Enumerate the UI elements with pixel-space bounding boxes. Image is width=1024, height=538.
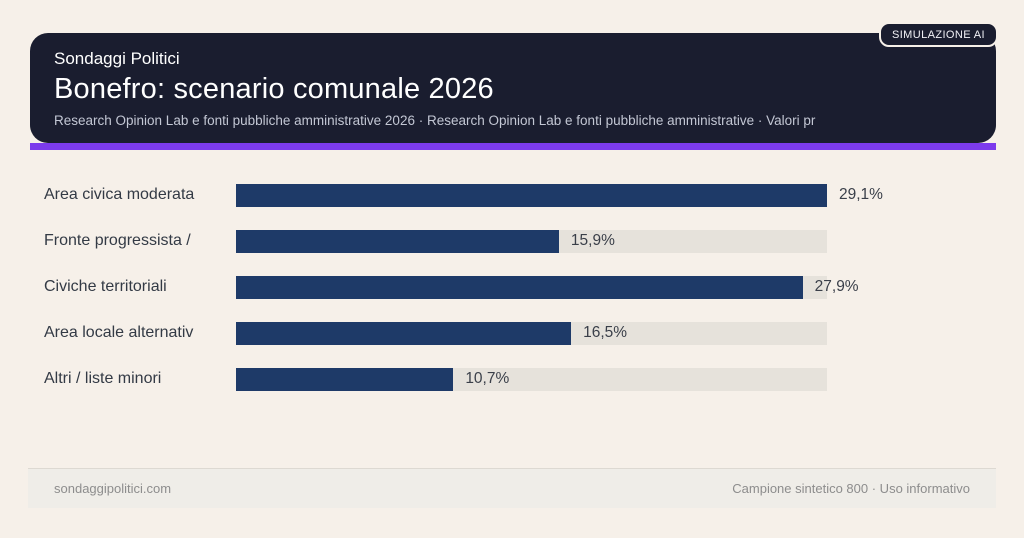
chart-row: Area civica moderata 29,1% bbox=[0, 172, 1024, 218]
chart-rows: Area civica moderata 29,1% Fronte progress… bbox=[0, 172, 1024, 402]
page-title: Bonefro: scenario comunale 2026 bbox=[54, 73, 494, 105]
bar-track bbox=[236, 183, 827, 207]
bar-track bbox=[236, 275, 827, 299]
chart-row: Altri / liste minori 10,7% bbox=[0, 356, 1024, 402]
category-label: Civiche territoriali bbox=[44, 278, 167, 295]
value-label: 15,9% bbox=[570, 232, 615, 249]
bar-chart: Area civica moderata 29,1% Fronte progress… bbox=[0, 172, 1024, 402]
bar-track bbox=[236, 229, 827, 253]
brand-kicker: Sondaggi Politici bbox=[54, 49, 180, 68]
bar-fill bbox=[236, 183, 827, 207]
chart-row: Area locale alternativ 16,5% bbox=[0, 310, 1024, 356]
subtitle: Research Opinion Lab e fonti pubbliche a… bbox=[54, 113, 816, 128]
category-label: Fronte progressista / bbox=[44, 232, 191, 249]
chart-row: Fronte progressista / 15,9% bbox=[0, 218, 1024, 264]
category-label: Area locale alternativ bbox=[44, 324, 194, 341]
bar-fill bbox=[236, 321, 572, 345]
bar-fill bbox=[236, 275, 803, 299]
value-label: 27,9% bbox=[814, 278, 859, 295]
accent-divider bbox=[30, 143, 996, 150]
footer-source: sondaggipolitici.com bbox=[54, 481, 172, 496]
bar-track bbox=[236, 367, 827, 391]
value-label: 16,5% bbox=[583, 324, 628, 341]
chart-row: Civiche territoriali 27,9% bbox=[0, 264, 1024, 310]
bar-fill bbox=[236, 367, 454, 391]
header-card: Sondaggi Politici Bonefro: scenario comu… bbox=[30, 33, 996, 143]
value-label: 29,1% bbox=[839, 186, 883, 203]
footer-note: Campione sintetico 800 · Uso informativo bbox=[732, 481, 970, 496]
simulation-badge: SIMULAZIONE AI bbox=[878, 22, 998, 47]
category-label: Altri / liste minori bbox=[44, 370, 162, 387]
category-label: Area civica moderata bbox=[44, 186, 195, 203]
bar-fill bbox=[236, 229, 559, 253]
bar-track bbox=[236, 321, 827, 345]
value-label: 10,7% bbox=[465, 370, 510, 387]
footer: sondaggipolitici.com Campione sintetico … bbox=[28, 468, 996, 508]
